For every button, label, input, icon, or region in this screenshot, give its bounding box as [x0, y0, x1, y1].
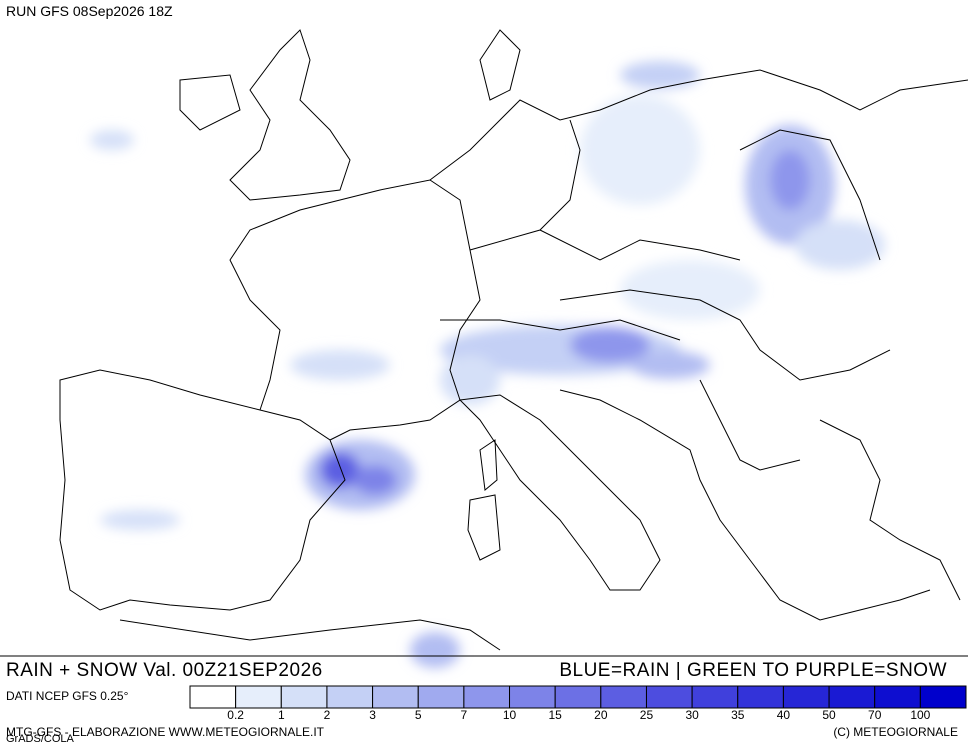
colorbar-label: 10 [503, 708, 517, 722]
colorbar-label: 35 [731, 708, 745, 722]
colorbar-label: 15 [548, 708, 562, 722]
colorbar-label: 5 [415, 708, 422, 722]
copyright-label: (C) METEOGIORNALE [833, 725, 958, 739]
colorbar-swatch [874, 685, 921, 709]
colorbar-label: 50 [822, 708, 836, 722]
colorbar-label: 25 [640, 708, 654, 722]
colorbar-swatch [782, 685, 830, 709]
colorbar-swatch [828, 685, 876, 709]
field-label: RAIN + SNOW Val. 00Z21SEP2026 [6, 660, 323, 681]
key-label: BLUE=RAIN | GREEN TO PURPLE=SNOW [559, 660, 947, 681]
colorbar-label: 100 [910, 708, 930, 722]
colorbar-swatch [326, 685, 374, 709]
colorbar-swatch [509, 685, 556, 709]
colorbar-label: 40 [777, 708, 791, 722]
software-label: GrADS/COLA [6, 733, 75, 745]
colorbar-swatch [372, 685, 419, 709]
colorbar-label: 0.2 [227, 708, 244, 722]
colorbar-swatch [463, 685, 511, 709]
colorbar-swatch [737, 685, 784, 709]
credit-label: MTG-GFS - ELABORAZIONE WWW.METEOGIORNALE… [6, 725, 325, 739]
run-label: RUN GFS 08Sep2026 18Z [6, 3, 173, 19]
colorbar-swatch [554, 685, 602, 709]
colorbar-swatch [417, 685, 465, 709]
colorbar: 0.2 1 2 3 5 7 10 15 20 25 30 35 40 50 70 100 [189, 685, 967, 722]
source-label: DATI NCEP GFS 0.25° [6, 689, 129, 703]
colorbar-label: 20 [594, 708, 608, 722]
colorbar-swatch [280, 685, 328, 709]
coastlines [59, 29, 968, 651]
colorbar-label: 7 [461, 708, 468, 722]
colorbar-label: 3 [369, 708, 376, 722]
colorbar-swatch [189, 685, 237, 709]
colorbar-swatch [919, 685, 967, 709]
colorbar-swatch [600, 685, 647, 709]
colorbar-label: 1 [278, 708, 285, 722]
precipitation [90, 61, 885, 668]
colorbar-label: 30 [685, 708, 699, 722]
colorbar-swatch [235, 685, 282, 709]
colorbar-label: 70 [868, 708, 882, 722]
borders [440, 119, 891, 471]
colorbar-swatch [645, 685, 693, 709]
colorbar-swatch [691, 685, 739, 709]
colorbar-label: 2 [324, 708, 331, 722]
